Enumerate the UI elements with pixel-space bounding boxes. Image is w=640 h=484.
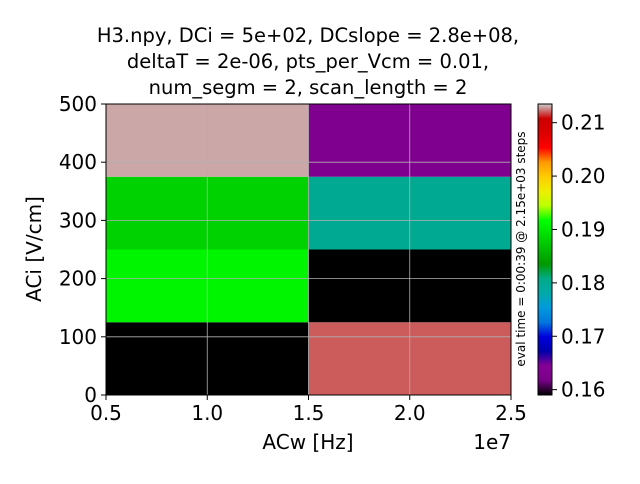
y-tick-label-5: 500	[59, 92, 97, 116]
y-axis-label: ACi [V/cm]	[22, 196, 46, 302]
colorbar-tick-label-1: 0.17	[561, 324, 606, 348]
colorbar-tick-label-4: 0.20	[561, 164, 606, 188]
x-axis-ticks: 0.5 1.0 1.5 2.0 2.5	[90, 395, 527, 425]
x-tick-label-2: 1.5	[293, 401, 325, 425]
colorbar-tick-label-2: 0.18	[561, 271, 606, 295]
colorbar-tick-label-5: 0.21	[561, 111, 606, 135]
y-tick-label-1: 100	[59, 325, 97, 349]
title-line-3: num_segm = 2, scan_length = 2	[149, 76, 468, 99]
colorbar-tick-label-0: 0.16	[561, 378, 606, 402]
y-tick-label-3: 300	[59, 208, 97, 232]
x-tick-label-1: 1.0	[191, 401, 223, 425]
title-line-1: H3.npy, DCi = 5e+02, DCslope = 2.8e+08,	[97, 24, 519, 47]
x-tick-label-0: 0.5	[90, 401, 122, 425]
x-tick-label-4: 2.5	[495, 401, 527, 425]
colorbar-ticks: 0.16 0.17 0.18 0.19 0.20 0.21	[552, 111, 606, 402]
y-tick-label-0: 0	[84, 383, 97, 407]
y-axis-ticks: 0 100 200 300 400 500	[59, 92, 106, 407]
chart-title: H3.npy, DCi = 5e+02, DCslope = 2.8e+08, …	[97, 24, 519, 99]
colorbar-tick-label-3: 0.19	[561, 217, 606, 241]
x-tick-label-3: 2.0	[394, 401, 426, 425]
title-line-2: deltaT = 2e-06, pts_per_Vcm = 0.01,	[127, 50, 489, 73]
colorbar	[537, 103, 553, 396]
x-axis-offset-label: 1e7	[473, 430, 511, 454]
x-axis-label: ACw [Hz]	[262, 430, 353, 454]
colorbar-label: eval time = 0:00:39 @ 2.15e+03 steps	[514, 131, 528, 366]
y-tick-label-4: 400	[59, 150, 97, 174]
y-tick-label-2: 200	[59, 267, 97, 291]
